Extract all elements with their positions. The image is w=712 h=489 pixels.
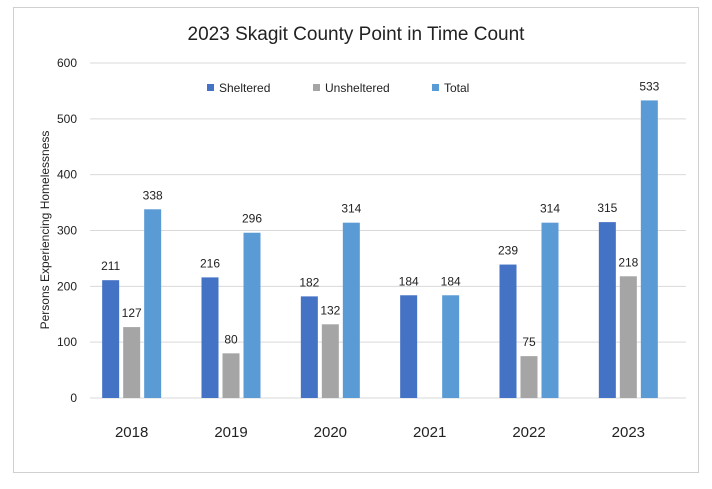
chart-title: 2023 Skagit County Point in Time Count — [188, 24, 526, 45]
y-tick-label: 600 — [57, 56, 77, 70]
gridlines — [90, 62, 686, 399]
bar-unsheltered-2023 — [619, 276, 637, 398]
bar-total-2022 — [541, 222, 559, 398]
bar-unsheltered-2018 — [123, 327, 141, 398]
legend-label-unsheltered: Unsheltered — [325, 81, 390, 95]
bar-unsheltered-2019 — [222, 353, 240, 398]
data-label-total-2021: 184 — [441, 274, 461, 288]
x-category-label: 2020 — [314, 424, 347, 441]
bar-sheltered-2020 — [300, 296, 318, 398]
bar-unsheltered-2022 — [520, 356, 538, 398]
data-label-total-2020: 314 — [341, 202, 361, 216]
bar-unsheltered-2020 — [321, 324, 339, 398]
x-axis-categories: 2018 2019 2020 2021 2022 2023 — [115, 424, 645, 441]
bar-total-2018 — [144, 209, 162, 398]
legend-label-total: Total — [444, 81, 469, 95]
y-axis-ticks: 0 100 200 300 400 500 600 — [57, 56, 77, 405]
legend-swatch-sheltered — [207, 84, 214, 91]
data-label-total-2018: 338 — [143, 188, 163, 202]
y-tick-label: 400 — [57, 168, 77, 182]
bars — [102, 100, 658, 399]
legend: Sheltered Unsheltered Total — [207, 81, 469, 95]
data-label-sheltered-2018: 211 — [101, 259, 120, 273]
y-tick-label: 0 — [70, 391, 77, 405]
data-label-sheltered-2021: 184 — [399, 274, 419, 288]
x-category-label: 2019 — [214, 424, 247, 441]
y-tick-label: 300 — [57, 224, 77, 238]
data-label-total-2023: 533 — [639, 79, 659, 93]
bar-total-2019 — [243, 232, 261, 398]
bar-total-2023 — [640, 100, 658, 399]
x-category-label: 2018 — [115, 424, 148, 441]
y-tick-label: 500 — [57, 112, 77, 126]
data-label-unsheltered-2022: 75 — [522, 335, 536, 349]
data-label-unsheltered-2023: 218 — [618, 255, 638, 269]
bar-sheltered-2019 — [201, 277, 219, 398]
data-label-sheltered-2020: 182 — [299, 275, 319, 289]
data-label-unsheltered-2020: 132 — [320, 303, 340, 317]
data-label-total-2019: 296 — [242, 212, 262, 226]
legend-label-sheltered: Sheltered — [219, 81, 270, 95]
y-tick-label: 200 — [57, 279, 77, 293]
data-label-unsheltered-2018: 127 — [122, 306, 142, 320]
y-tick-label: 100 — [57, 335, 77, 349]
data-label-total-2022: 314 — [540, 202, 560, 216]
x-category-label: 2021 — [413, 424, 446, 441]
legend-swatch-unsheltered — [313, 84, 320, 91]
data-label-sheltered-2022: 239 — [498, 244, 518, 258]
bar-total-2021 — [442, 295, 460, 398]
bar-sheltered-2022 — [499, 264, 517, 398]
data-label-sheltered-2023: 315 — [597, 201, 617, 215]
data-label-unsheltered-2019: 80 — [224, 332, 238, 346]
x-category-label: 2023 — [612, 424, 645, 441]
bar-sheltered-2023 — [598, 222, 616, 398]
y-axis-label: Persons Experiencing Homelessness — [38, 131, 52, 330]
x-category-label: 2022 — [512, 424, 545, 441]
bar-sheltered-2021 — [400, 295, 418, 398]
bar-sheltered-2018 — [102, 280, 120, 398]
data-label-sheltered-2019: 216 — [200, 256, 220, 270]
legend-swatch-total — [432, 84, 439, 91]
bar-total-2020 — [342, 222, 360, 398]
